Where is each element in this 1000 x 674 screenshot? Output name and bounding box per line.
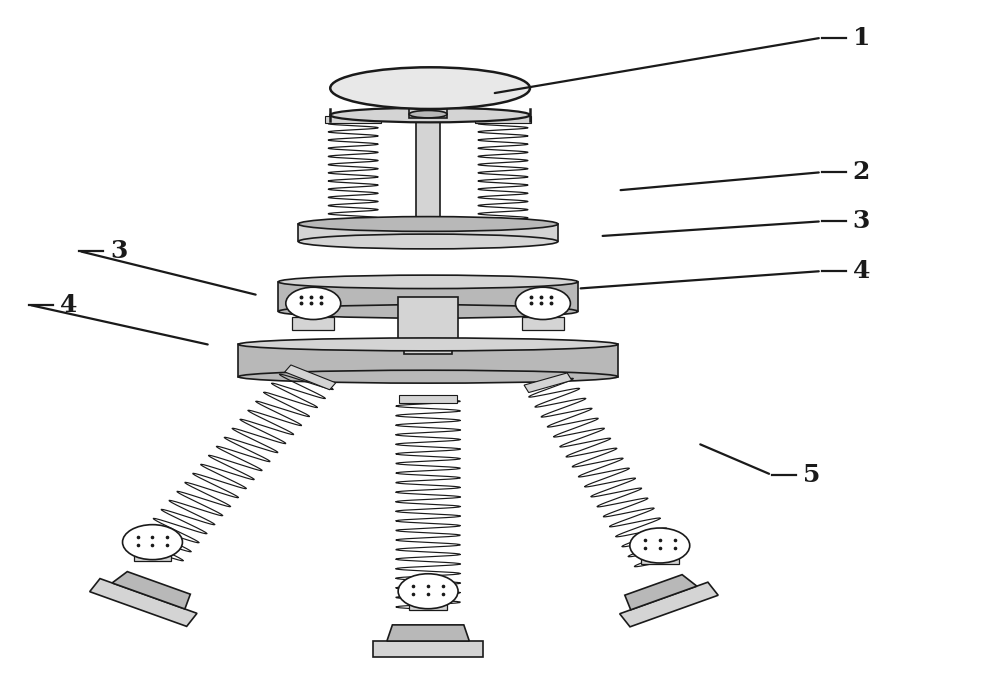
Polygon shape [641,545,679,564]
Polygon shape [328,220,378,227]
Ellipse shape [238,338,618,351]
Text: 4: 4 [60,293,77,317]
Ellipse shape [286,287,341,319]
Text: 2: 2 [853,160,870,184]
Polygon shape [625,575,697,610]
Polygon shape [478,220,528,227]
Ellipse shape [298,234,558,249]
Polygon shape [387,625,469,641]
Polygon shape [298,224,558,241]
Polygon shape [409,591,447,610]
Ellipse shape [123,524,182,559]
Polygon shape [134,542,171,561]
Polygon shape [285,365,336,390]
Ellipse shape [398,574,458,609]
Polygon shape [90,578,197,626]
Ellipse shape [330,108,530,123]
Polygon shape [292,317,334,330]
Text: 3: 3 [853,210,870,233]
Ellipse shape [278,275,578,288]
Polygon shape [522,317,564,330]
Polygon shape [399,395,457,403]
Polygon shape [620,582,718,627]
Polygon shape [278,282,578,311]
Polygon shape [112,572,190,609]
Text: 5: 5 [803,463,820,487]
Ellipse shape [515,287,570,319]
Ellipse shape [630,528,690,563]
Ellipse shape [238,370,618,383]
Polygon shape [416,102,440,231]
Ellipse shape [278,305,578,318]
Text: 3: 3 [110,239,127,263]
Text: 4: 4 [853,259,870,283]
Polygon shape [398,297,458,344]
Text: 1: 1 [853,26,870,50]
Ellipse shape [298,216,558,231]
Polygon shape [238,344,618,377]
Polygon shape [325,116,381,123]
Polygon shape [409,102,447,117]
Polygon shape [524,373,572,392]
Polygon shape [475,116,531,123]
Ellipse shape [409,111,447,118]
Polygon shape [404,342,452,354]
Polygon shape [373,641,483,657]
Ellipse shape [330,67,530,109]
